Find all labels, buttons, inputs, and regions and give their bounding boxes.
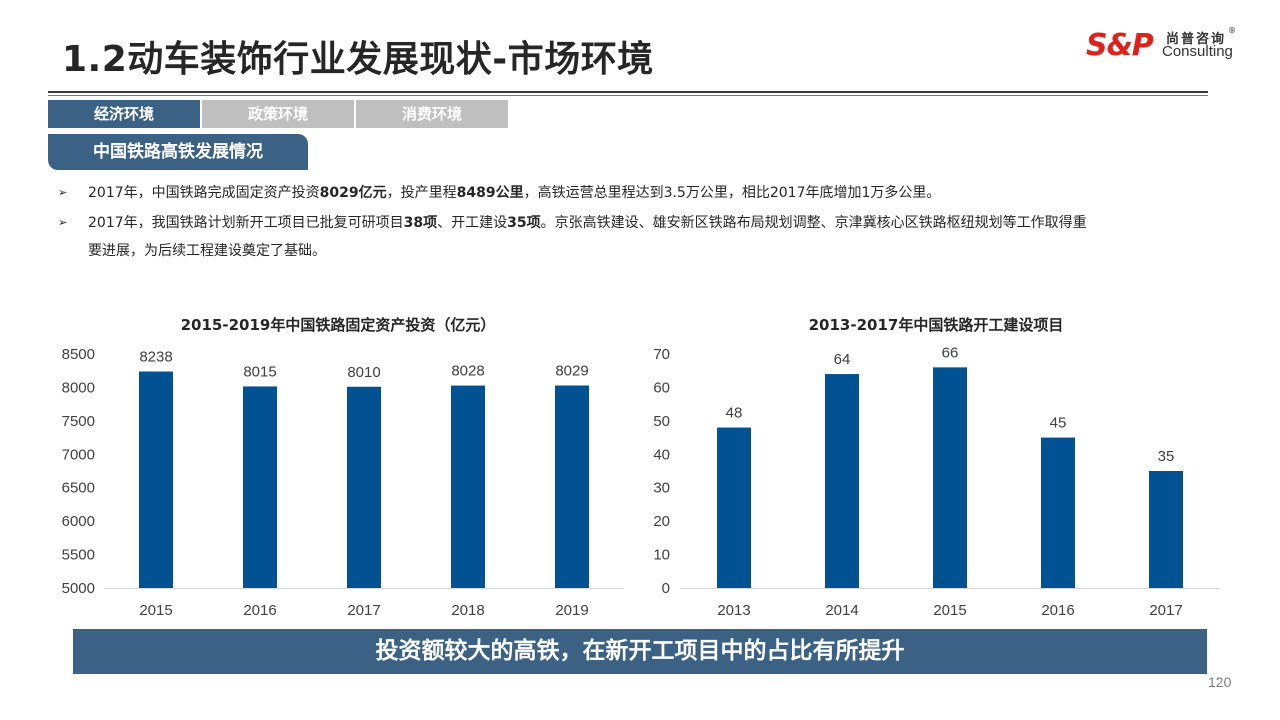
chart-1-title: 2015-2019年中国铁路固定资产投资（亿元） <box>180 316 496 334</box>
y-tick-label: 20 <box>653 513 670 530</box>
x-tick-label: 2018 <box>451 602 484 619</box>
x-tick-label: 2016 <box>243 602 276 619</box>
y-tick-label: 70 <box>653 346 670 363</box>
header-divider-thin <box>48 95 1208 96</box>
data-label: 8010 <box>347 364 380 381</box>
y-tick-label: 8500 <box>62 346 95 363</box>
tab-consumption-environment[interactable]: 消费环境 <box>356 100 508 128</box>
y-tick-label: 7000 <box>62 446 95 463</box>
x-tick-label: 2013 <box>717 602 750 619</box>
x-tick-label: 2017 <box>347 602 380 619</box>
x-tick-label: 2017 <box>1149 602 1182 619</box>
data-label: 8015 <box>243 363 276 380</box>
data-label: 64 <box>834 351 851 368</box>
bar <box>451 385 485 588</box>
logo-cn-text: 尚普咨询 <box>1166 32 1227 47</box>
y-tick-label: 60 <box>653 379 670 396</box>
data-label: 8028 <box>451 363 484 380</box>
x-tick-label: 2016 <box>1041 602 1074 619</box>
y-tick-label: 30 <box>653 480 670 497</box>
y-tick-label: 6000 <box>62 513 95 530</box>
y-tick-label: 50 <box>653 413 670 430</box>
logo-en-text: Consulting <box>1162 43 1233 60</box>
data-label: 35 <box>1158 448 1175 465</box>
section-title: 中国铁路高铁发展情况 <box>48 134 308 170</box>
header-divider-thick <box>48 91 1208 93</box>
y-tick-label: 5000 <box>62 580 95 597</box>
bar <box>347 386 381 588</box>
data-label: 8238 <box>139 349 172 366</box>
bar <box>717 427 751 588</box>
bullet-arrow-icon: ➢ <box>58 216 68 229</box>
y-tick-label: 7500 <box>62 413 95 430</box>
logo-registered-mark: ® <box>1228 26 1236 35</box>
bar <box>139 371 173 588</box>
chart-2-title: 2013-2017年中国铁路开工建设项目 <box>808 316 1064 334</box>
bullet-arrow-icon: ➢ <box>58 186 68 199</box>
tab-policy-environment[interactable]: 政策环境 <box>202 100 354 128</box>
y-tick-label: 5500 <box>62 547 95 564</box>
bar <box>1041 437 1075 588</box>
page-title: 1.2动车装饰行业发展现状-市场环境 <box>62 39 654 80</box>
y-tick-label: 6500 <box>62 480 95 497</box>
x-tick-label: 2015 <box>933 602 966 619</box>
data-label: 45 <box>1050 415 1067 432</box>
logo-brand: S&P <box>1086 28 1154 63</box>
bar <box>933 367 967 588</box>
company-logo: S&P 尚普咨询 ® Consulting <box>1086 26 1246 66</box>
x-tick-label: 2015 <box>139 602 172 619</box>
y-tick-label: 8000 <box>62 379 95 396</box>
tab-economic-environment[interactable]: 经济环境 <box>48 100 200 128</box>
bar <box>243 386 277 588</box>
data-label: 48 <box>726 405 743 422</box>
bullet-text: 2017年，我国铁路计划新开工项目已批复可研项目38项、开工建设35项。京张高铁… <box>88 215 1087 259</box>
bar <box>825 374 859 588</box>
data-label: 8029 <box>555 362 588 379</box>
bar <box>555 385 589 588</box>
x-tick-label: 2019 <box>555 602 588 619</box>
x-tick-label: 2014 <box>825 602 858 619</box>
y-tick-label: 10 <box>653 547 670 564</box>
y-tick-label: 40 <box>653 446 670 463</box>
conclusion-banner: 投资额较大的高铁，在新开工项目中的占比有所提升 <box>73 629 1207 674</box>
bullet-text: 2017年，中国铁路完成固定资产投资8029亿元，投产里程8489公里，高铁运营… <box>88 185 941 201</box>
y-tick-label: 0 <box>662 580 670 597</box>
data-label: 66 <box>942 344 959 361</box>
page-number: 120 <box>1208 674 1232 690</box>
bar <box>1149 471 1183 588</box>
